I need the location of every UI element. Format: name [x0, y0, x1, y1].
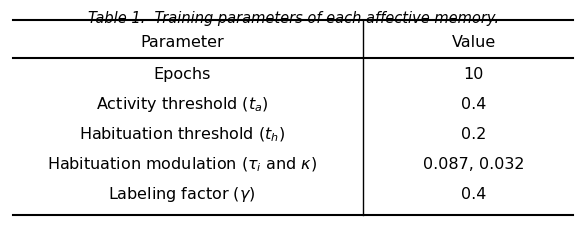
Text: Activity threshold ($t_a$): Activity threshold ($t_a$): [96, 95, 268, 114]
Text: Habituation threshold ($t_h$): Habituation threshold ($t_h$): [79, 125, 285, 143]
Text: 0.2: 0.2: [461, 127, 486, 142]
Text: 0.4: 0.4: [461, 187, 486, 202]
Text: 10: 10: [464, 67, 484, 82]
Text: Value: Value: [452, 35, 496, 50]
Text: Labeling factor ($\gamma$): Labeling factor ($\gamma$): [108, 185, 256, 204]
Text: Habituation modulation ($\tau_i$ and $\kappa$): Habituation modulation ($\tau_i$ and $\k…: [47, 155, 317, 173]
Text: 0.4: 0.4: [461, 97, 486, 112]
Text: Parameter: Parameter: [140, 35, 224, 50]
Text: 0.087, 0.032: 0.087, 0.032: [423, 157, 524, 172]
Text: Epochs: Epochs: [154, 67, 211, 82]
Text: Table 1.  Training parameters of each affective memory.: Table 1. Training parameters of each aff…: [87, 11, 499, 26]
